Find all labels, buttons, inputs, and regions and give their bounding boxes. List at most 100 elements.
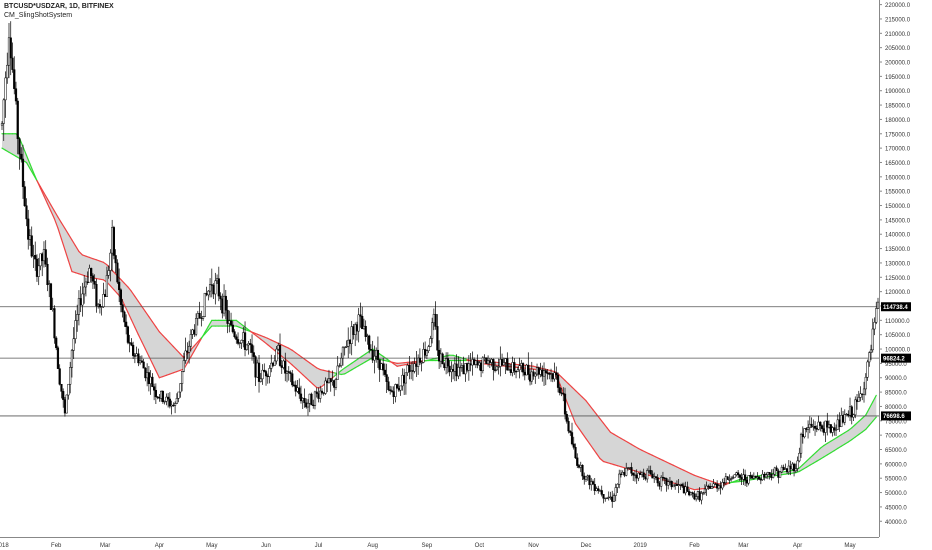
candle-body	[616, 483, 619, 488]
ema-fast-segment	[43, 195, 49, 205]
ema-fast-segment	[574, 423, 580, 430]
candle-body	[598, 490, 602, 492]
ema-slow-segment	[550, 370, 556, 373]
candle-body	[537, 367, 540, 375]
candle-body	[462, 365, 465, 375]
candle-body	[79, 298, 82, 306]
ema-slow-segment	[851, 436, 856, 441]
candle-body	[446, 358, 449, 367]
candle-body	[567, 421, 570, 432]
candle-body	[794, 468, 797, 472]
ema-fast-segment	[361, 353, 367, 357]
candle-body	[364, 325, 367, 337]
ema-slow-segment	[648, 453, 654, 456]
candle-body	[322, 392, 325, 394]
candle-body	[639, 472, 642, 475]
candle-body	[723, 482, 726, 484]
candle-body	[450, 369, 453, 373]
ema-fast-segment	[270, 347, 276, 352]
candle-body	[836, 419, 839, 430]
ema-slow-segment	[578, 393, 584, 398]
price-tick-label: 105000.0	[885, 333, 911, 339]
candle-body	[184, 350, 187, 361]
candle-body	[838, 419, 841, 427]
candle-body	[595, 488, 598, 491]
candle-body	[385, 374, 388, 382]
ema-fast-segment	[305, 377, 311, 382]
candle-body	[486, 360, 490, 364]
candle-body	[609, 496, 612, 499]
candle-body	[333, 380, 336, 388]
ema-slow-segment	[567, 383, 573, 388]
ema-slow-segment	[564, 379, 570, 385]
candle-body	[56, 347, 60, 369]
ema-slow-segment	[141, 305, 146, 313]
ema-slow-segment	[861, 428, 867, 433]
candle-body	[118, 281, 121, 291]
candle-body	[513, 362, 516, 372]
ema-slow-segment	[15, 155, 21, 159]
candle-body	[528, 374, 532, 382]
ema-fast-segment	[291, 364, 297, 369]
candle-body	[840, 415, 843, 427]
ema-fast-segment	[309, 380, 314, 385]
candle-body	[869, 349, 873, 353]
time-tick-label: Sep	[422, 543, 433, 549]
ema-slow-segment	[823, 454, 828, 458]
ema-slow-segment	[270, 339, 276, 343]
candle-body	[511, 362, 514, 373]
ema-slow-segment	[88, 256, 94, 260]
ema-slow-segment	[560, 376, 566, 382]
candle-body	[235, 336, 238, 340]
ema-fast-segment	[798, 464, 804, 469]
ema-slow-segment	[137, 300, 143, 308]
ema-slow-segment	[704, 478, 709, 481]
price-tick-label: 95000.0	[885, 362, 907, 368]
candle-body	[187, 345, 191, 353]
candle-body	[459, 366, 462, 369]
ema-fast-segment	[319, 384, 325, 389]
ema-slow-segment	[840, 443, 846, 447]
candle-body	[801, 433, 804, 438]
ema-fast-segment	[854, 420, 860, 426]
ema-slow-segment	[193, 341, 199, 347]
ema-fast-segment	[53, 218, 59, 229]
ema-slow-segment	[309, 362, 314, 366]
candle-body	[504, 358, 507, 363]
candle-body	[387, 381, 390, 390]
price-tick-label: 75000.0	[885, 419, 907, 425]
candle-body	[65, 394, 68, 414]
candle-body	[518, 365, 521, 371]
price-tick-label: 100000.0	[885, 348, 911, 354]
candle-body	[27, 218, 30, 240]
price-level-tag-label: 96824.2	[883, 356, 905, 362]
candle-body	[313, 391, 317, 406]
candle-body	[782, 466, 785, 470]
candle-body	[147, 372, 150, 384]
price-tick-label: 190000.0	[885, 89, 911, 95]
candle-body	[179, 383, 182, 393]
ema-fast-segment	[57, 227, 63, 240]
ema-fast-segment	[840, 432, 846, 436]
ema-slow-segment	[830, 449, 835, 454]
ema-slow-segment	[651, 454, 657, 458]
ema-slow-segment	[658, 458, 664, 461]
candle-body	[868, 352, 871, 363]
candle-body	[852, 414, 855, 418]
candle-body	[35, 258, 39, 277]
candle-body	[682, 485, 686, 494]
ema-slow-segment	[235, 325, 241, 329]
candle-body	[156, 396, 159, 398]
candle-body	[780, 466, 783, 473]
candle-body	[119, 289, 122, 305]
candle-body	[724, 476, 727, 484]
candle-body	[555, 372, 558, 376]
candle-body	[796, 460, 799, 469]
candle-body	[21, 158, 25, 187]
ema-fast-segment	[725, 482, 730, 485]
candle-body	[355, 324, 359, 332]
candle-body	[305, 402, 308, 408]
ema-slow-segment	[634, 445, 640, 450]
time-tick-label: Mar	[738, 543, 748, 549]
